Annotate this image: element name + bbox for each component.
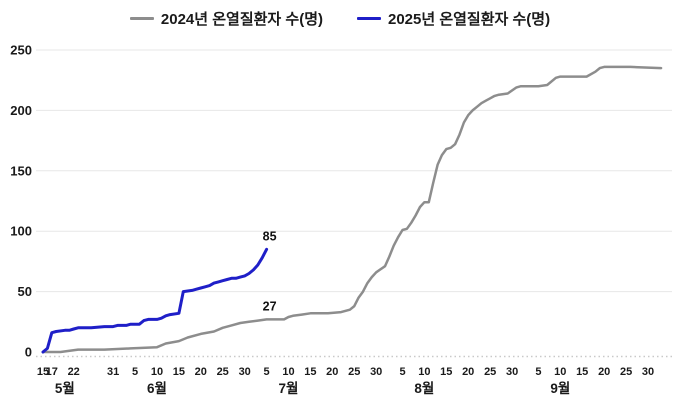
x-tick-label: 15 <box>440 366 452 378</box>
x-tick-label: 17 <box>46 366 58 378</box>
legend-label-2024: 2024년 온열질환자 수(명) <box>160 11 323 28</box>
x-tick-label: 15 <box>304 366 316 378</box>
y-axis-labels: 0 50 100 150 200 250 <box>10 43 32 360</box>
month-label: 5월 <box>55 380 75 396</box>
legend-item-2025: 2025년 온열질환자 수(명) <box>357 8 550 29</box>
y-tick-label: 100 <box>10 224 32 239</box>
x-tick-label: 15 <box>576 366 588 378</box>
gridlines <box>36 49 672 293</box>
series-line-2024 <box>41 65 663 354</box>
x-tick-label: 20 <box>326 366 338 378</box>
x-tick-label: 25 <box>484 366 496 378</box>
month-label: 9월 <box>550 380 570 396</box>
x-tick-label: 20 <box>195 366 207 378</box>
month-label: 6월 <box>147 380 167 396</box>
annotations: 85 27 <box>263 229 277 313</box>
x-tick-label: 30 <box>642 366 654 378</box>
month-label: 8월 <box>414 380 434 396</box>
x-tick-label: 15 <box>173 366 185 378</box>
chart-legend: 2024년 온열질환자 수(명) 2025년 온열질환자 수(명) <box>0 8 680 29</box>
x-tick-label: 25 <box>620 366 632 378</box>
x-tick-label: 10 <box>151 366 163 378</box>
x-tick-label: 20 <box>598 366 610 378</box>
x-tick-label: 5 <box>535 366 541 378</box>
y-tick-label: 50 <box>18 284 32 299</box>
line-swatch-2025-icon <box>357 16 381 21</box>
series-lines <box>41 65 663 354</box>
x-tick-label: 5 <box>399 366 405 378</box>
y-tick-label: 0 <box>25 345 32 360</box>
x-tick-label: 10 <box>554 366 566 378</box>
data-label: 85 <box>263 229 277 243</box>
y-tick-label: 200 <box>10 103 32 118</box>
month-label: 7월 <box>279 380 299 396</box>
x-tick-label: 5 <box>132 366 138 378</box>
x-tick-label: 5 <box>264 366 270 378</box>
x-tick-label: 30 <box>370 366 382 378</box>
x-tick-label: 10 <box>418 366 430 378</box>
x-tick-label: 31 <box>107 366 119 378</box>
x-tick-label: 15 <box>37 366 49 378</box>
x-tick-label: 25 <box>348 366 360 378</box>
x-tick-label: 10 <box>282 366 294 378</box>
line-swatch-2024-icon <box>129 16 154 21</box>
series-line-2025 <box>41 247 269 354</box>
y-tick-label: 150 <box>10 163 32 178</box>
legend-label-2025: 2025년 온열질환자 수(명) <box>388 11 551 28</box>
x-tick-label: 20 <box>462 366 474 378</box>
y-tick-label: 250 <box>10 43 32 58</box>
month-labels: 5월 6월 7월 8월 9월 <box>55 380 570 396</box>
data-label: 27 <box>263 299 277 313</box>
x-tick-label: 25 <box>217 366 229 378</box>
x-tick-label: 22 <box>68 366 80 378</box>
legend-item-2024: 2024년 온열질환자 수(명) <box>129 8 323 29</box>
x-tick-label: 30 <box>239 366 251 378</box>
x-tick-label: 30 <box>506 366 518 378</box>
